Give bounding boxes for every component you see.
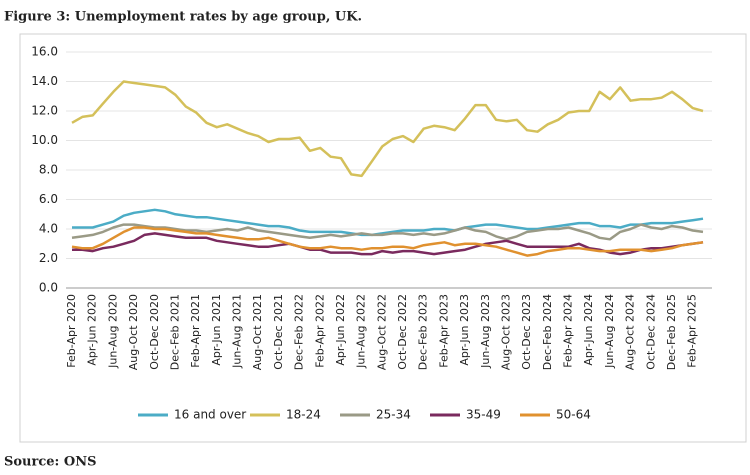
source: Source: ONS xyxy=(4,455,96,470)
x-tick-label: Feb-Apr 2023 xyxy=(437,294,450,368)
legend-label: 35-49 xyxy=(466,408,501,422)
y-tick-label: 4.0 xyxy=(39,222,58,236)
x-tick-label: Apr-Jun 2022 xyxy=(334,294,347,366)
x-tick-label: Oct-Dec 2020 xyxy=(148,294,161,370)
series-line xyxy=(71,80,704,178)
series-line xyxy=(71,226,704,257)
x-tick-label: Oct-Dec 2021 xyxy=(272,294,285,370)
x-tick-label: Aug-Oct 2023 xyxy=(499,294,512,370)
x-tick-label: Apr-Jun 2020 xyxy=(86,294,99,366)
series-line xyxy=(72,208,704,237)
legend-label: 18-24 xyxy=(286,408,321,422)
y-tick-label: 8.0 xyxy=(39,163,58,177)
y-tick-label: 14.0 xyxy=(31,74,58,88)
x-tick-label: Jun-Aug 2021 xyxy=(231,294,244,369)
x-tick-label: Feb-Apr 2020 xyxy=(65,294,78,368)
series-line xyxy=(71,223,704,241)
legend-label: 50-64 xyxy=(556,408,591,422)
x-tick-label: Aug-Oct 2022 xyxy=(375,294,388,370)
x-tick-label: Dec-Feb 2025 xyxy=(665,294,678,370)
x-tick-label: Aug-Oct 2024 xyxy=(624,294,637,370)
y-tick-label: 12.0 xyxy=(31,104,58,118)
x-tick-label: Dec-Feb 2021 xyxy=(168,294,181,370)
x-tick-label: Jun-Aug 2020 xyxy=(106,294,119,369)
legend-label: 16 and over xyxy=(174,408,246,422)
x-tick-label: Apr-Jun 2023 xyxy=(458,294,471,366)
x-tick-label: Oct-Dec 2022 xyxy=(396,294,409,370)
y-tick-label: 2.0 xyxy=(39,251,58,265)
x-tick-label: Feb-Apr 2021 xyxy=(189,294,202,368)
y-tick-label: 0.0 xyxy=(39,281,58,295)
y-tick-label: 10.0 xyxy=(31,133,58,147)
x-tick-label: Aug-Oct 2021 xyxy=(251,294,264,370)
x-tick-label: Jun-Aug 2022 xyxy=(355,294,368,369)
y-tick-label: 6.0 xyxy=(39,192,58,206)
x-tick-label: Feb-Apr 2024 xyxy=(562,294,575,368)
legend-label: 25-34 xyxy=(376,408,411,422)
x-tick-label: Jun-Aug 2023 xyxy=(479,294,492,369)
x-tick-label: Apr-Jun 2024 xyxy=(582,294,595,366)
x-tick-label: Jun-Aug 2024 xyxy=(603,294,616,369)
x-tick-label: Dec-Feb 2023 xyxy=(417,294,430,370)
x-tick-label: Oct-Dec 2023 xyxy=(520,294,533,370)
y-tick-label: 16.0 xyxy=(31,45,58,59)
x-tick-label: Oct-Dec 2024 xyxy=(644,294,657,370)
x-tick-label: Dec-Feb 2024 xyxy=(541,294,554,370)
x-tick-label: Feb-Apr 2022 xyxy=(313,294,326,368)
x-tick-label: Dec-Feb 2022 xyxy=(293,294,306,370)
x-tick-label: Feb-Apr 2025 xyxy=(686,294,699,368)
x-tick-label: Apr-Jun 2021 xyxy=(210,294,223,366)
chart-title: Figure 3: Unemployment rates by age grou… xyxy=(4,10,362,25)
x-tick-label: Aug-Oct 2020 xyxy=(127,294,140,370)
series-line xyxy=(72,232,704,256)
chart-frame xyxy=(19,33,747,443)
